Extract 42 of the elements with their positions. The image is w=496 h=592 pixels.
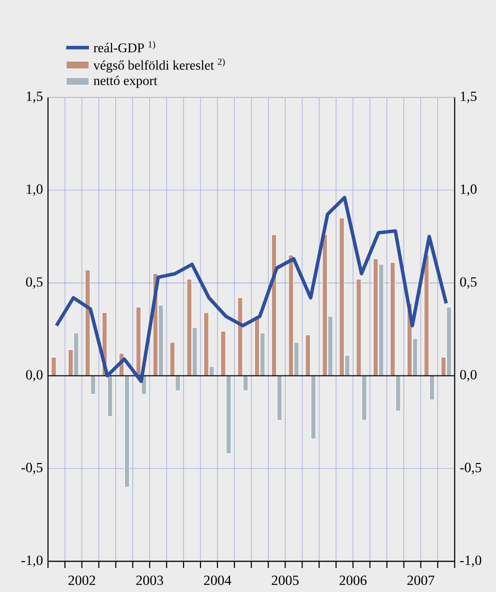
bar [84,270,90,376]
bar [395,375,401,412]
x-tick-label: 2005 [272,576,299,586]
y-tick-label: -1,0 [21,556,43,568]
bar [390,262,396,376]
x-tick-label: 2006 [340,576,367,586]
y-tick-label: 0,0 [26,370,43,382]
y2-tick-label: 0,5 [460,277,477,289]
bar [175,375,180,391]
bar [124,375,130,488]
bar [226,375,232,454]
y-tick-label: -0,5 [21,462,43,474]
bar [220,330,226,376]
bar [90,375,96,395]
legend-label: reál-GDP $^{1)}$ [94,40,156,52]
bar [362,375,367,421]
y-tick-label: 1,5 [26,92,43,104]
y2-tick-label: -1,0 [460,556,482,568]
y2-tick-label: 0,0 [460,370,477,382]
legend-label: végső belföldi kereslet $^{2)}$ [93,58,225,73]
bar [310,375,316,440]
bar [51,356,56,376]
x-tick-label: 2002 [68,576,96,586]
bar [429,375,435,400]
bar [170,342,175,376]
y2-tick-label: 1,0 [460,184,477,196]
line-series [54,196,448,384]
y2-tick-label: 1,5 [460,92,477,104]
bar [242,375,248,391]
x-tick-label: 2004 [204,576,232,586]
bar [136,306,142,376]
bar [237,298,243,376]
x-tick-label: 2007 [407,576,434,586]
x-tick-label: 2003 [136,576,164,586]
bar [305,334,311,376]
legend-label: nettó export [94,76,158,88]
bar [356,278,362,376]
y2-tick-label: -0,5 [460,462,482,474]
y-tick-label: 1,0 [26,184,43,196]
y-tick-label: 0,5 [26,277,43,289]
bar [107,375,113,417]
bar [276,375,282,421]
